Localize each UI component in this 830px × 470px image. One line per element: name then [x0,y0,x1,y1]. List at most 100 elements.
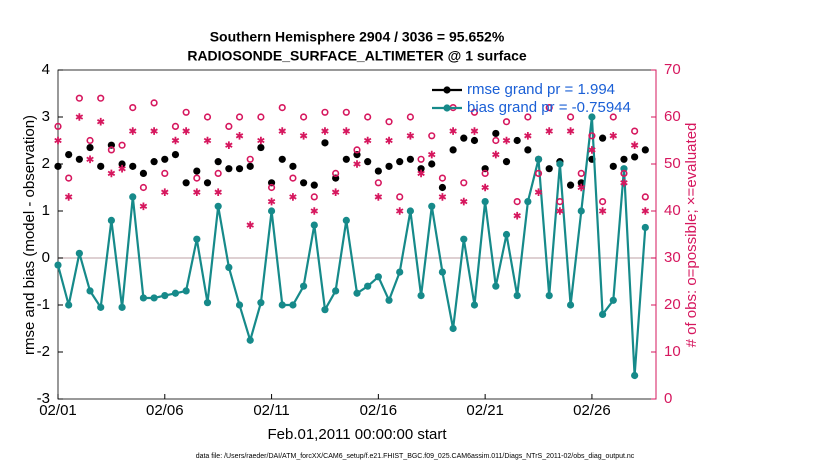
evaluated-marker [534,188,543,196]
evaluated-marker [321,127,329,135]
data-point [641,223,649,232]
evaluated-marker [460,197,468,206]
possible-marker [289,174,297,182]
data-point [129,162,137,170]
data-point [161,155,169,163]
data-point [460,134,468,142]
y-tick-label: -1 [37,296,50,313]
evaluated-marker [449,127,457,135]
data-point [342,155,350,163]
data-point [534,155,543,163]
evaluated-marker [588,146,596,154]
evaluated-marker [267,197,276,206]
x-axis-label: Feb.01,2011 00:00:00 start [267,426,447,443]
data-point [374,167,382,175]
possible-marker [428,132,436,140]
evaluated-marker [374,193,383,201]
data-point [609,296,617,304]
possible-marker [364,113,372,121]
possible-marker [342,108,350,116]
data-point [470,136,479,145]
possible-marker [257,113,265,121]
evaluated-marker [577,183,585,192]
evaluated-marker [278,127,286,135]
evaluated-marker [299,132,308,140]
data-point [460,235,468,243]
data-point [556,160,564,168]
evaluated-marker [139,202,148,211]
x-tick-label: 02/11 [253,402,289,419]
possible-marker [182,108,190,116]
y-tick-label: 4 [42,61,50,78]
data-point [470,301,479,309]
data-point [396,158,404,166]
data-point [235,301,244,309]
data-point [203,179,212,187]
evaluated-marker [96,117,105,126]
y-tick-label: 0 [42,249,50,266]
legend-marker [443,104,451,112]
data-point [577,179,585,187]
evaluated-marker [107,169,116,178]
possible-marker [481,169,489,177]
data-point [438,268,447,276]
chart-subtitle: RADIOSONDE_SURFACE_ALTIMETER @ 1 surface [187,48,527,64]
data-point [193,167,201,175]
evaluated-marker [395,207,404,215]
evaluated-marker [481,183,489,192]
data-point [406,155,414,163]
y2-tick-label: 20 [664,296,681,313]
data-point [449,324,457,333]
data-point [54,261,62,269]
data-point [502,158,511,166]
possible-marker [353,146,361,154]
data-point [428,160,436,168]
possible-marker [310,193,318,201]
possible-marker [406,113,414,121]
possible-marker [97,94,105,102]
data-point [107,216,115,224]
data-point [406,207,414,215]
data-point [524,146,532,154]
evaluated-marker [246,221,254,229]
data-point [449,146,457,154]
y2-tick-label: 70 [664,61,681,78]
data-point [513,136,521,145]
possible-marker [118,141,126,149]
y2-tick-label: 60 [664,108,681,125]
evaluated-marker [257,136,265,145]
possible-marker [374,179,382,187]
evaluated-marker [406,132,415,140]
evaluated-marker [545,127,553,135]
y2-tick-label: 50 [664,155,681,172]
evaluated-marker [470,127,479,135]
y-tick-label: 1 [42,202,50,219]
possible-marker [129,103,137,112]
possible-marker [534,169,543,177]
possible-marker [332,169,340,177]
legend-entry: rmse grand pr = 1.994 [432,81,615,98]
possible-marker [556,198,564,206]
data-point [225,165,233,173]
data-point [278,155,286,163]
possible-marker [641,193,649,201]
evaluated-marker [161,188,169,196]
data-point [342,216,350,224]
possible-marker [609,113,617,121]
possible-marker [161,169,169,177]
data-point [214,158,222,166]
legend-label: bias grand pr = -0.75944 [467,99,631,116]
data-point [97,303,105,311]
possible-marker [524,113,532,121]
data-point [599,134,607,142]
evaluated-marker [342,127,351,135]
y-axis-label: rmse and bias (model - observation) [21,115,38,355]
evaluated-marker [353,160,361,168]
data-point [332,287,340,295]
data-point [524,198,532,206]
possible-marker [513,198,521,206]
data-point [150,294,158,302]
data-point [182,287,190,295]
